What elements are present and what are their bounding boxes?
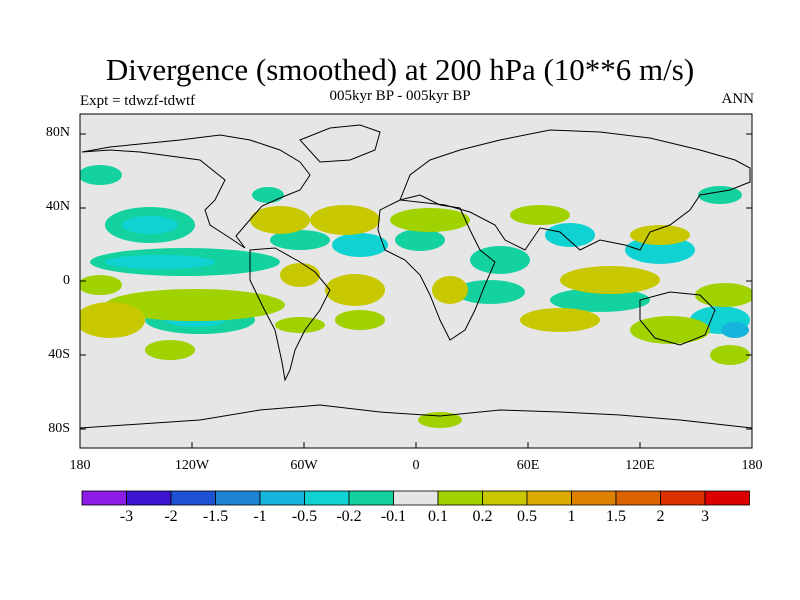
lat-label: 40N (45, 199, 70, 214)
field-patch-pos (630, 316, 710, 344)
australia-outline (639, 291, 716, 346)
experiment-label: Expt = tdwzf-tdwtf (80, 93, 196, 109)
south-america-outline (249, 247, 331, 382)
field-patch-neg (455, 280, 525, 304)
colorbar-swatch (348, 490, 394, 506)
field-patch-neg (252, 187, 284, 203)
coastlines (80, 124, 752, 429)
colorbar-swatch (437, 490, 483, 506)
field-patch-pos (145, 340, 195, 360)
eurasia-outline (399, 129, 751, 251)
lon-label: 180 (69, 458, 91, 473)
colorbar-swatch (259, 490, 305, 506)
field-patch-neg (332, 233, 388, 257)
field-patch-pos (432, 276, 468, 304)
divergence-field (80, 165, 752, 428)
field-patch-pos (335, 310, 385, 330)
field-patch-pos (80, 302, 145, 338)
field-patch-neg (470, 246, 530, 274)
colorbar-swatch (393, 490, 439, 506)
colorbar-label: -2 (164, 508, 178, 525)
field-patch-pos (105, 289, 285, 321)
field-patch-pos (310, 205, 380, 235)
lon-label: 0 (412, 458, 420, 473)
lat-label: 0 (63, 273, 70, 288)
colorbar-swatch (615, 490, 661, 506)
greenland-outline (299, 124, 381, 163)
lon-label: 60E (516, 458, 540, 473)
lat-label: 80N (45, 125, 70, 140)
lat-label: 40S (48, 347, 70, 362)
colorbar-swatch (571, 490, 617, 506)
field-patch-neg (545, 223, 595, 247)
colorbar (81, 490, 750, 506)
colorbar-label: -3 (119, 508, 134, 525)
colorbar-swatch (482, 490, 528, 506)
lon-label: 60W (290, 458, 318, 473)
field-patch-neg (550, 288, 650, 312)
field-patch-pos (275, 317, 325, 333)
axis-ticks (79, 133, 753, 448)
colorbar-label: 1 (567, 508, 576, 525)
colorbar-label: 1.5 (606, 508, 626, 525)
field-patch-pos (560, 266, 660, 294)
colorbar-label: -0.5 (291, 508, 318, 525)
field-patch-neg (395, 229, 445, 251)
colorbar-label: 3 (701, 508, 709, 525)
colorbar-swatch (660, 490, 706, 506)
field-patch-neg (698, 186, 742, 204)
colorbar-swatch (304, 490, 350, 506)
colorbar-swatch (704, 490, 750, 506)
field-patch-pos (390, 208, 470, 232)
colorbar-label: -0.1 (380, 508, 407, 525)
north-america-outline (81, 134, 311, 249)
lon-label: 120E (625, 458, 655, 473)
colorbar-label: 0.5 (517, 508, 537, 525)
plot-title: Divergence (smoothed) at 200 hPa (10**6 … (105, 52, 695, 87)
colorbar-swatch (81, 490, 127, 506)
field-patch-neg (721, 322, 749, 338)
field-patch-pos (325, 274, 385, 306)
plot-subtitle: 005kyr BP - 005kyr BP (329, 88, 471, 104)
colorbar-label: 2 (656, 508, 665, 525)
africa-outline (377, 194, 496, 341)
colorbar-swatch (170, 490, 216, 506)
colorbar-label: 0.2 (472, 508, 493, 525)
lon-label: 120W (174, 458, 210, 473)
field-patch-neg (122, 216, 178, 234)
lat-label: 80S (48, 421, 70, 436)
field-patch-pos (710, 345, 750, 365)
field-patch-pos (520, 308, 600, 332)
field-patch-neg (105, 255, 215, 269)
field-patch-pos (510, 205, 570, 225)
field-patch-pos (418, 412, 462, 428)
field-patch-pos (695, 283, 752, 307)
field-patch-pos (280, 263, 320, 287)
colorbar-label: 0.1 (428, 508, 448, 525)
colorbar-label: -1 (253, 508, 267, 525)
season-label: ANN (721, 91, 755, 107)
colorbar-label: -1.5 (202, 508, 229, 525)
lon-label: 180 (741, 458, 763, 473)
colorbar-label: -0.2 (336, 508, 362, 525)
colorbar-swatch (215, 490, 261, 506)
field-patch-pos (250, 206, 310, 234)
field-patch-pos (80, 275, 122, 295)
field-patch-neg (80, 165, 122, 185)
antarctica-outline (80, 404, 752, 429)
colorbar-swatch (526, 490, 572, 506)
field-patch-neg (270, 230, 330, 250)
colorbar-swatch (126, 490, 172, 506)
